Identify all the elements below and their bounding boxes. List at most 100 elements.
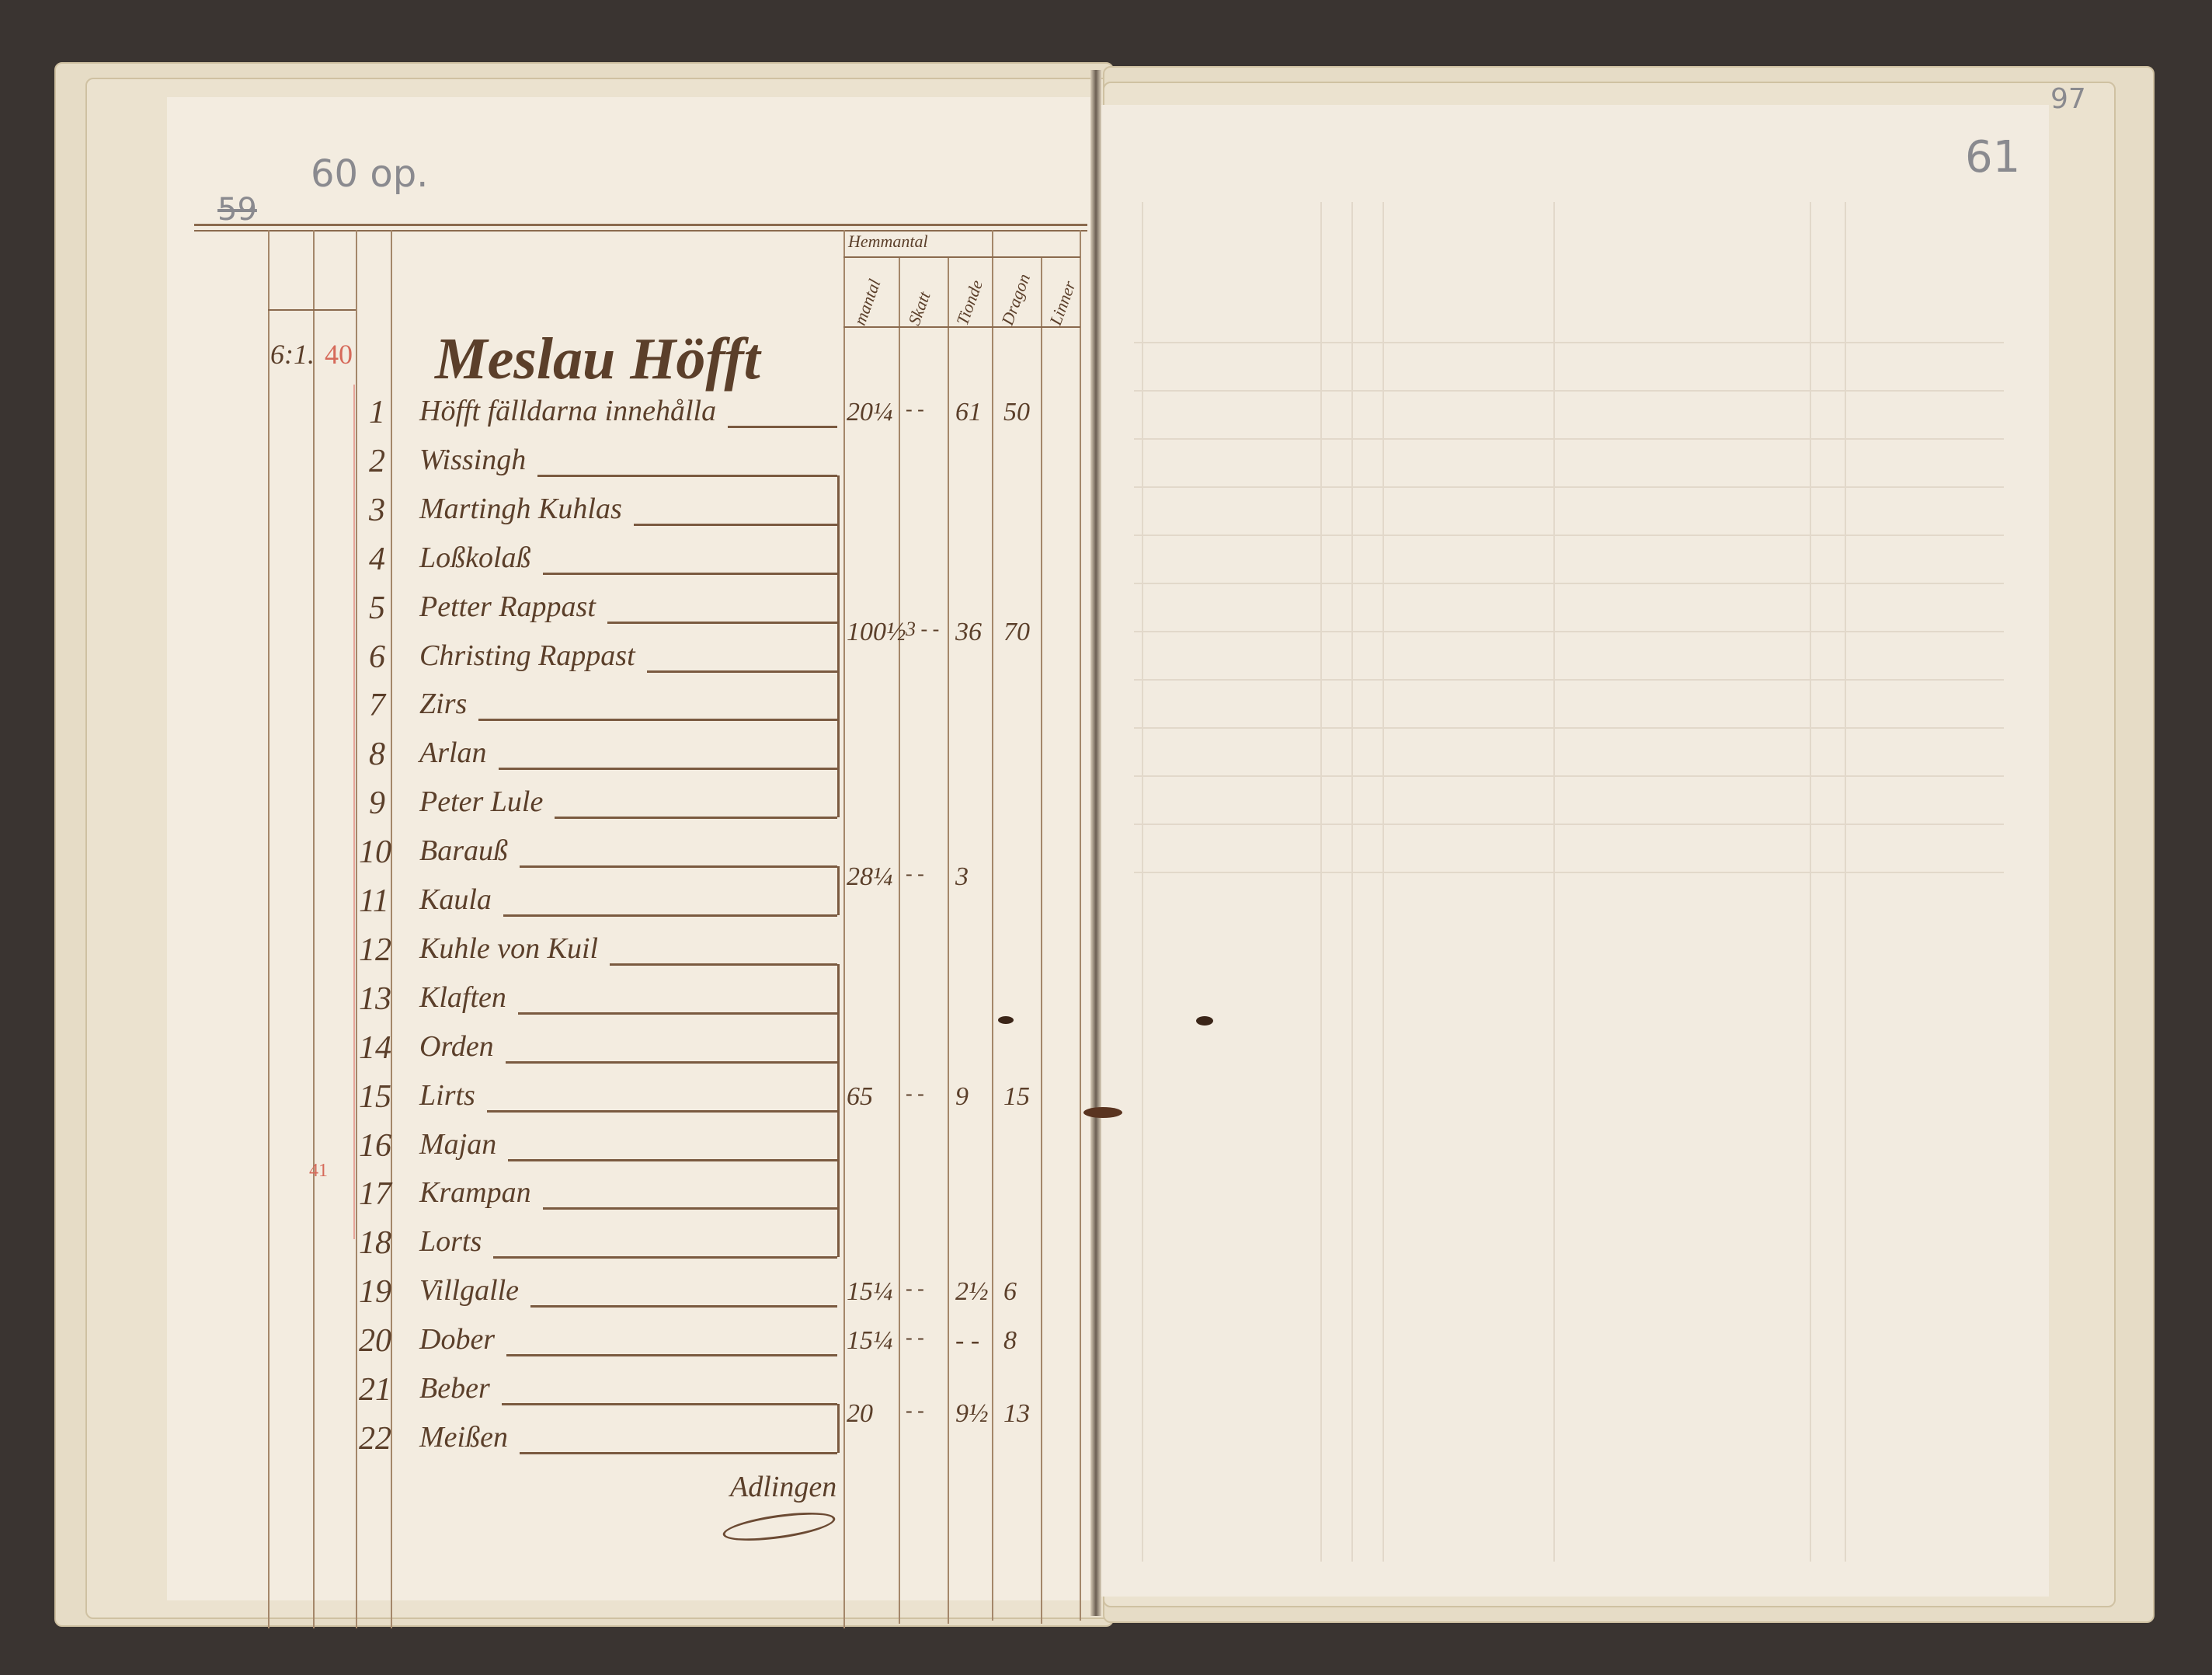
group-bracket — [837, 866, 840, 915]
bleed-through-line — [1134, 583, 2004, 584]
group-value: 50 — [1003, 398, 1030, 427]
row-rule — [543, 572, 837, 575]
row-rule — [647, 670, 837, 673]
right-folio-number: 61 — [1965, 132, 2021, 183]
row-number: 11 — [359, 883, 389, 919]
group-value: - - — [906, 1081, 924, 1105]
bleed-through-line — [1134, 342, 2004, 343]
group-value: - - — [906, 398, 924, 420]
group-value: - - — [906, 1326, 924, 1349]
row-name: Kuhle von Kuil — [419, 932, 599, 965]
group-value: 61 — [955, 398, 982, 427]
group-value: 8 — [1003, 1326, 1017, 1356]
row-name: Loßkolaß — [419, 541, 531, 574]
bleed-through-line — [1134, 438, 2004, 440]
column-group-header: Hemmantal — [848, 232, 928, 251]
column-rule — [843, 230, 845, 1628]
column-rule — [268, 230, 270, 1628]
row-name: Dober — [419, 1323, 496, 1356]
column-rule — [1080, 230, 1081, 1621]
group-bracket — [837, 1404, 840, 1453]
group-value: 9 — [955, 1081, 969, 1111]
row-number: 22 — [359, 1420, 391, 1457]
row-number: 19 — [359, 1274, 391, 1311]
bleed-through-line — [1134, 535, 2004, 536]
row-rule — [634, 523, 837, 526]
row-rule — [543, 1207, 837, 1210]
column-rule — [391, 230, 392, 1628]
row-rule — [530, 1305, 837, 1308]
row-number: 12 — [359, 932, 391, 968]
row-rule — [520, 1451, 837, 1454]
edge-pencil-mark: 97 — [2050, 83, 2086, 115]
group-value: - - — [906, 862, 924, 885]
row-number: 6 — [369, 639, 385, 675]
group-value: - - — [906, 1277, 924, 1301]
ink-blot — [1083, 1107, 1122, 1118]
bleed-through-line — [1134, 679, 2004, 681]
group-value: 20¼ — [847, 398, 893, 427]
row-name: Barauß — [419, 834, 508, 868]
row-number: 10 — [359, 834, 391, 871]
group-value: 36 — [955, 618, 982, 647]
row-name: Peter Lule — [419, 785, 544, 819]
column-rule — [899, 256, 900, 1624]
bleed-through-line — [1134, 872, 2004, 873]
bleed-through-line — [1320, 202, 1322, 1562]
row-name: Orden — [419, 1029, 494, 1063]
group-value: 3 — [955, 862, 969, 891]
row-rule — [499, 768, 837, 771]
row-name: Kaula — [419, 883, 492, 916]
row-number: 4 — [369, 541, 385, 577]
group-value: 2½ — [955, 1277, 989, 1307]
bleed-through-line — [1134, 727, 2004, 729]
bleed-through-line — [1134, 631, 2004, 632]
column-rule — [992, 230, 993, 1621]
group-value: 15 — [1003, 1081, 1030, 1111]
group-value: 3 - - — [906, 618, 940, 641]
bleed-through-line — [1134, 390, 2004, 392]
row-name: Zirs — [419, 688, 468, 721]
bleed-through-line — [1382, 202, 1384, 1562]
row-name: Meißen — [419, 1420, 508, 1454]
row-number: 15 — [359, 1078, 391, 1115]
signature: Adlingen — [730, 1471, 837, 1503]
bleed-through-line — [1134, 486, 2004, 488]
group-value: 9½ — [955, 1399, 989, 1429]
row-name: Beber — [419, 1372, 490, 1405]
ink-blot — [1196, 1016, 1213, 1026]
row-rule — [607, 621, 837, 624]
row-number: 3 — [369, 492, 385, 528]
row-name: Krampan — [419, 1176, 531, 1210]
red-margin-number: 41 — [309, 1161, 328, 1181]
bleed-through-line — [1845, 202, 1846, 1562]
row-number: 5 — [369, 590, 385, 626]
group-value: 13 — [1003, 1399, 1030, 1429]
group-value: 70 — [1003, 618, 1030, 647]
row-number: 16 — [359, 1127, 391, 1164]
row-name: Majan — [419, 1127, 497, 1161]
header-rule — [843, 326, 1080, 328]
top-rule — [194, 224, 1087, 226]
column-rule — [1041, 256, 1042, 1624]
row-rule — [537, 474, 837, 477]
group-value: 28¼ — [847, 862, 893, 891]
group-value: 15¼ — [847, 1326, 893, 1356]
row-number: 8 — [369, 737, 385, 773]
row-rule — [493, 1256, 837, 1259]
column-rule — [948, 256, 949, 1624]
row-rule — [508, 1158, 837, 1161]
right-page — [1101, 105, 2049, 1597]
group-value: 15¼ — [847, 1277, 893, 1307]
row-number: 1 — [369, 395, 385, 430]
row-rule — [728, 426, 837, 428]
page-title: Meslau Höfft — [435, 326, 760, 392]
header-rule — [843, 256, 1080, 258]
group-value: - - — [955, 1326, 980, 1356]
group-value: 65 — [847, 1081, 873, 1111]
bleed-through-line — [1134, 824, 2004, 825]
row-rule — [610, 963, 837, 966]
row-number: 20 — [359, 1323, 391, 1360]
group-value: 20 — [847, 1399, 873, 1429]
row-rule — [555, 817, 837, 820]
